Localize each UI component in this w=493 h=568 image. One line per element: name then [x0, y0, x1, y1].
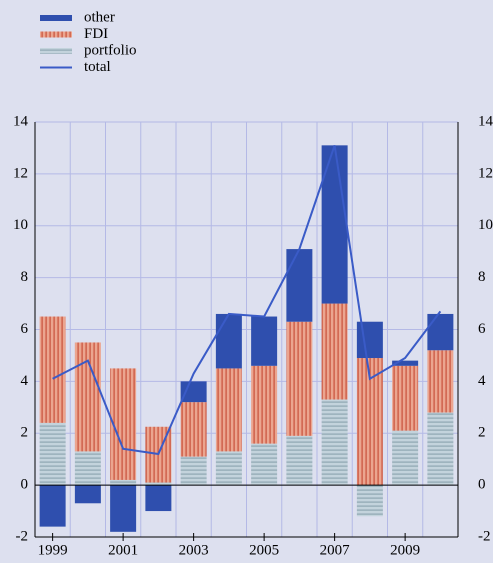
bar	[39, 485, 66, 527]
y2-tick-label: 2	[478, 425, 486, 441]
y2-tick-label: 0	[478, 477, 486, 493]
bar	[180, 456, 207, 486]
y2-tick-label: 14	[478, 113, 493, 129]
legend-label: other	[84, 9, 115, 25]
y-tick-label: 8	[21, 269, 29, 285]
y-tick-label: 12	[13, 165, 28, 181]
y-tick-label: 6	[21, 321, 29, 337]
bar	[180, 402, 207, 457]
y-tick-label: 2	[21, 425, 29, 441]
bar	[110, 368, 137, 480]
legend-swatch	[40, 48, 72, 54]
bar	[286, 249, 313, 322]
x-tick-label: 2009	[390, 542, 420, 558]
bar	[215, 368, 242, 452]
bar	[215, 313, 242, 369]
y-tick-label: -2	[16, 528, 29, 544]
bar	[145, 482, 172, 486]
legend-swatch	[40, 31, 72, 38]
x-tick-label: 2003	[179, 542, 209, 558]
bar	[392, 360, 419, 366]
legend-label: portfolio	[84, 42, 137, 58]
bar	[251, 316, 278, 366]
bar	[286, 435, 313, 486]
bar	[251, 365, 278, 444]
y-tick-label: 14	[13, 113, 29, 129]
bar	[321, 399, 348, 486]
x-tick-label: 1999	[38, 542, 68, 558]
bar	[74, 451, 101, 486]
y-tick-label: 0	[21, 477, 29, 493]
y2-tick-label: 6	[478, 321, 486, 337]
bar	[427, 313, 454, 351]
x-tick-label: 2007	[320, 542, 351, 558]
bar	[74, 485, 101, 504]
bar	[74, 342, 101, 452]
legend-label: FDI	[84, 26, 108, 42]
y2-tick-label: 10	[478, 217, 493, 233]
bar	[145, 485, 172, 512]
bar	[180, 381, 207, 403]
legend-label: total	[84, 59, 111, 75]
bar	[215, 451, 242, 486]
bar	[392, 430, 419, 486]
y-tick-label: 10	[13, 217, 28, 233]
bar	[39, 316, 66, 423]
bar	[286, 321, 313, 436]
y2-tick-label: 4	[478, 373, 486, 389]
bar	[392, 365, 419, 431]
line	[52, 145, 442, 456]
bar	[251, 443, 278, 486]
x-tick-label: 2001	[108, 542, 138, 558]
y-tick-label: 4	[21, 373, 29, 389]
bar	[356, 321, 383, 359]
x-tick-label: 2005	[249, 542, 279, 558]
bar	[321, 303, 348, 400]
bar	[356, 485, 383, 517]
bar	[110, 485, 137, 532]
bar	[110, 479, 137, 486]
y2-tick-label: 12	[478, 165, 493, 181]
y2-tick-label: 8	[478, 269, 486, 285]
bar	[427, 350, 454, 413]
bar	[427, 412, 454, 486]
y2-tick-label: -2	[478, 528, 491, 544]
legend-swatch	[40, 15, 72, 21]
bar	[39, 422, 66, 486]
